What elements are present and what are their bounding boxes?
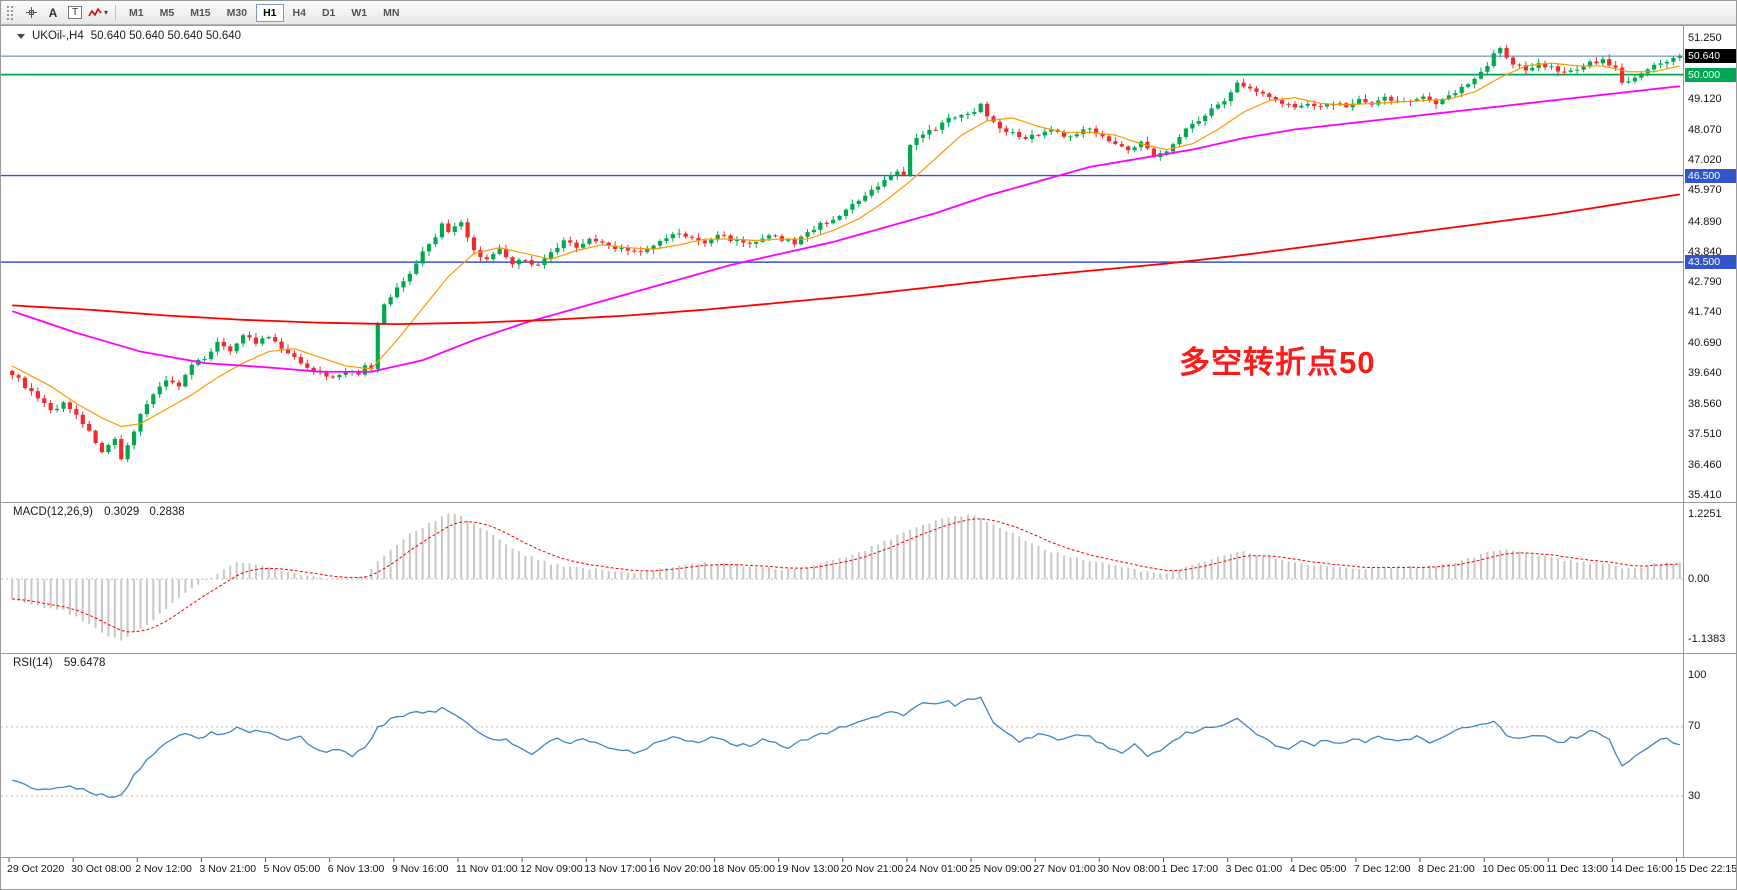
timeframe-button-m15[interactable]: M15 <box>190 6 211 19</box>
pane-splitters[interactable] <box>1 502 1737 858</box>
rsi-line <box>12 696 1680 798</box>
text-tool-glyph: T <box>67 6 83 19</box>
ma-fast-line[interactable] <box>11 62 1680 428</box>
timeframe-button-m5[interactable]: M5 <box>159 6 175 19</box>
toolbar: A T ▾ M1 M5 M15 M30 H1 H4 D1 W1 MN <box>1 1 1736 25</box>
chevron-down-icon: ▾ <box>104 8 109 17</box>
timeframe-button-m1[interactable]: M1 <box>129 6 144 19</box>
ma-mid-line[interactable] <box>11 85 1680 373</box>
timeframe-button-w1[interactable]: W1 <box>351 6 368 19</box>
timeframe-button-group: M1 M5 M15 M30 H1 H4 D1 W1 MN <box>121 3 407 22</box>
macd-signal-line <box>12 518 1680 633</box>
ma-slow-line[interactable] <box>12 193 1680 326</box>
toolbar-grip-icon[interactable] <box>6 5 15 20</box>
pane-frame <box>1 25 1736 857</box>
timeframe-button-h1[interactable]: H1 <box>256 3 284 22</box>
timeframe-button-mn[interactable]: MN <box>383 6 400 19</box>
indicator-squiggle-icon <box>88 7 102 16</box>
time-axis-ticks[interactable] <box>8 858 1678 862</box>
indicators-dropdown-button[interactable]: ▾ <box>87 3 109 23</box>
label-tool-glyph: A <box>48 5 58 20</box>
timeframe-button-h4[interactable]: H4 <box>292 6 306 19</box>
label-tool-button[interactable]: A <box>43 3 63 23</box>
toolbar-separator <box>115 4 117 21</box>
text-tool-button[interactable]: T <box>65 3 85 23</box>
macd-histogram <box>1 513 1683 641</box>
timeframe-button-d1[interactable]: D1 <box>321 6 336 19</box>
horizontal-level-lines[interactable] <box>1 73 1683 263</box>
candlestick-series[interactable] <box>10 44 1682 463</box>
timeframe-button-m30[interactable]: M30 <box>226 6 248 19</box>
rsi-pane <box>1 726 1683 797</box>
crosshair-tool-button[interactable] <box>21 3 41 23</box>
crosshair-icon <box>25 7 37 18</box>
